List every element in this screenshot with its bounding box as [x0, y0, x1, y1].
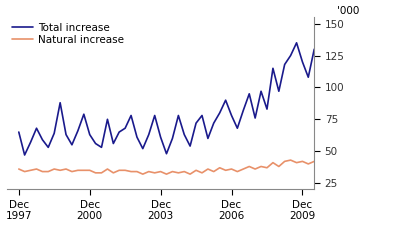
Legend: Total increase, Natural increase: Total increase, Natural increase	[12, 22, 124, 44]
Line: Natural increase: Natural increase	[19, 160, 326, 174]
Text: '000: '000	[337, 6, 360, 16]
Line: Total increase: Total increase	[19, 43, 326, 155]
